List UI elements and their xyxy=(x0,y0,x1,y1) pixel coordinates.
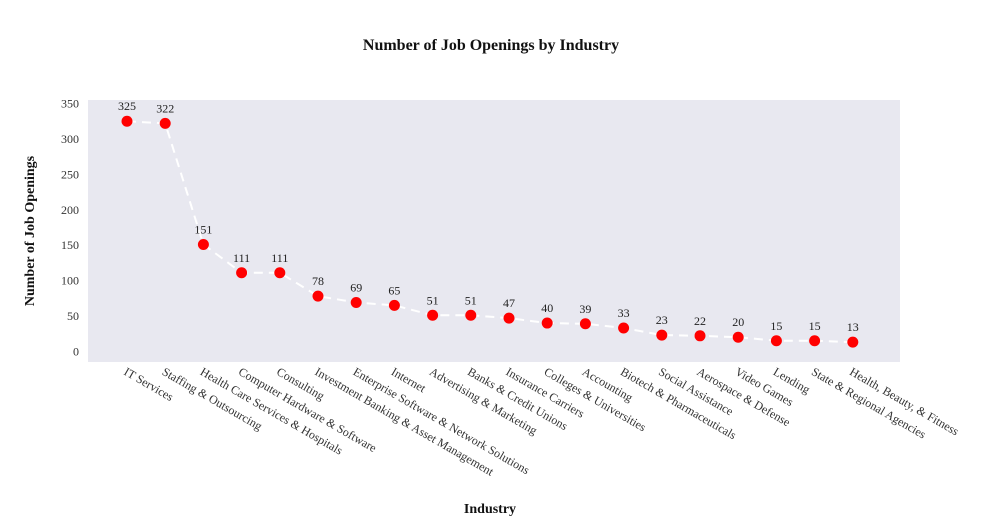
chart-title: Number of Job Openings by Industry xyxy=(363,37,619,54)
data-label: 15 xyxy=(809,319,821,333)
data-label: 51 xyxy=(427,293,439,307)
y-axis-title: Number of Job Openings xyxy=(23,155,38,306)
data-label: 111 xyxy=(233,251,250,265)
data-point xyxy=(312,290,324,302)
data-point xyxy=(847,336,859,348)
y-tick-label: 0 xyxy=(73,344,79,358)
data-point xyxy=(809,335,821,347)
y-tick-label: 300 xyxy=(61,132,79,146)
data-point xyxy=(388,299,400,311)
data-label: 15 xyxy=(770,319,782,333)
data-point xyxy=(656,329,668,341)
data-label: 13 xyxy=(847,320,859,334)
series-line xyxy=(126,120,853,344)
y-tick-label: 200 xyxy=(61,203,79,217)
y-tick-label: 250 xyxy=(61,167,79,181)
y-tick-label: 50 xyxy=(67,309,79,323)
data-point xyxy=(159,117,171,129)
data-label: 111 xyxy=(271,251,288,265)
data-point xyxy=(732,331,744,343)
data-label: 47 xyxy=(503,296,515,310)
data-label: 78 xyxy=(312,274,324,288)
y-tick-label: 100 xyxy=(61,274,79,288)
data-point xyxy=(350,297,362,309)
data-point xyxy=(503,312,515,324)
plot-area xyxy=(88,100,900,362)
data-point xyxy=(618,322,630,334)
data-label: 33 xyxy=(618,306,630,320)
data-label: 65 xyxy=(388,283,400,297)
data-point xyxy=(236,267,248,279)
data-label: 22 xyxy=(694,314,706,328)
data-point xyxy=(465,309,477,321)
data-point xyxy=(579,318,591,330)
x-axis-title: Industry xyxy=(464,502,516,517)
data-label: 23 xyxy=(656,313,668,327)
data-point xyxy=(770,335,782,347)
y-tick-label: 150 xyxy=(61,238,79,252)
data-label: 51 xyxy=(465,293,477,307)
data-point xyxy=(694,330,706,342)
data-label: 322 xyxy=(156,101,174,115)
data-label: 40 xyxy=(541,301,553,315)
data-point xyxy=(427,309,439,321)
data-label: 20 xyxy=(732,315,744,329)
data-label: 325 xyxy=(118,99,136,113)
data-label: 151 xyxy=(194,222,212,236)
data-labels: 325 322 151 111 111 78 69 65 51 51 47 40 39 33 23 22 20 1… xyxy=(118,99,859,334)
data-markers xyxy=(121,115,859,348)
y-tick-label: 350 xyxy=(61,97,79,111)
data-point xyxy=(541,317,553,329)
data-point xyxy=(197,238,209,250)
data-point xyxy=(274,267,286,279)
data-label: 69 xyxy=(350,281,362,295)
data-label: 39 xyxy=(579,302,591,316)
y-axis-ticks: 0 50 100 150 200 250 300 350 xyxy=(61,97,79,359)
data-point xyxy=(121,115,133,127)
